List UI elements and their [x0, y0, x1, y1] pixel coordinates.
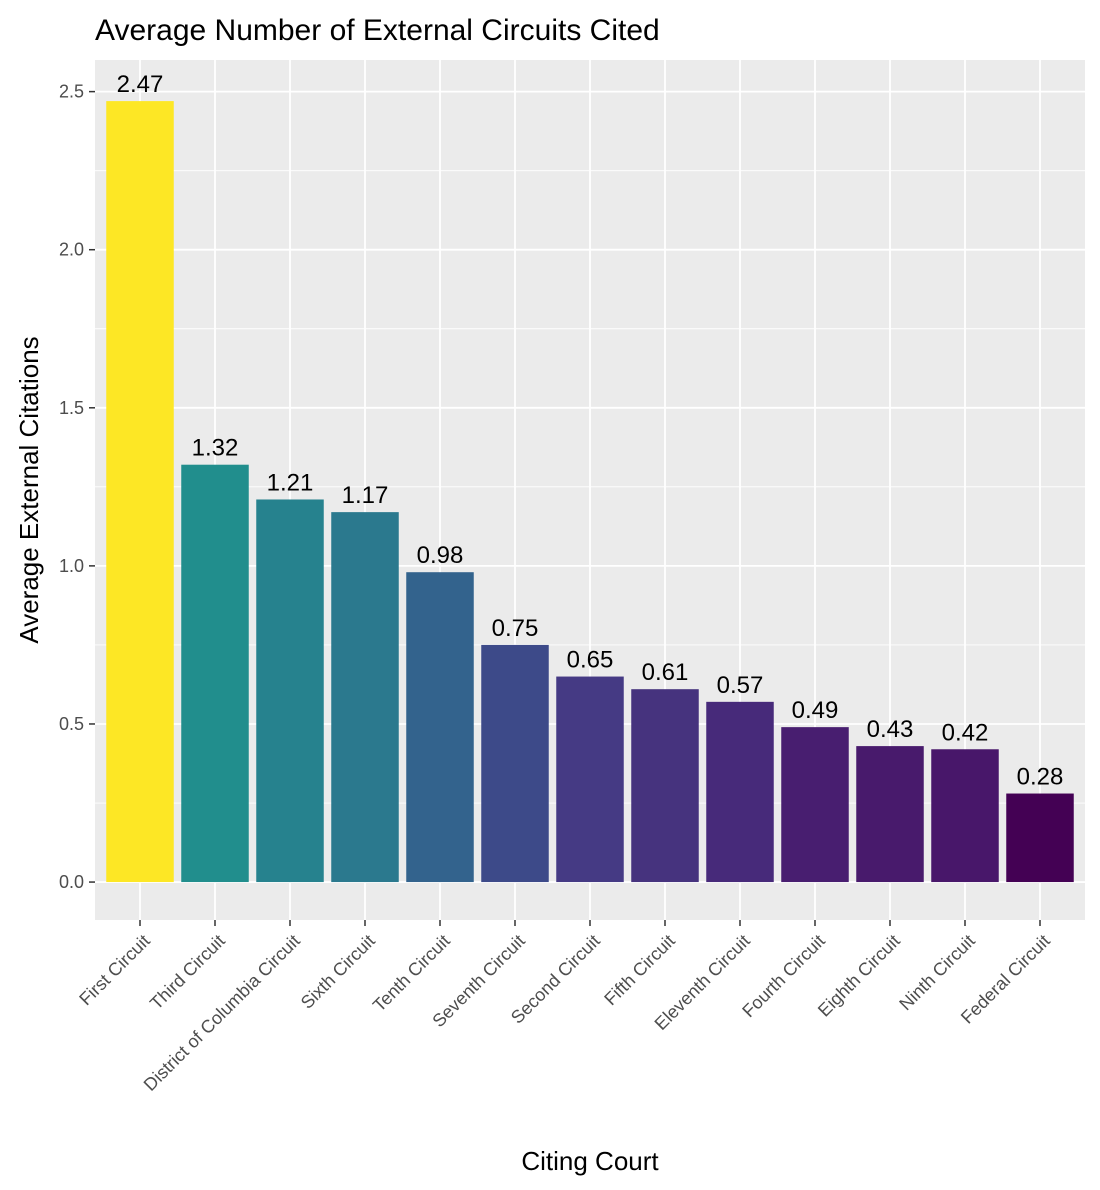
bar — [406, 572, 474, 883]
data-label: 1.21 — [267, 469, 314, 496]
chart-title: Average Number of External Circuits Cite… — [95, 14, 660, 47]
y-axis: 0.0 0.5 1.0 1.5 2.0 2.5 — [59, 82, 95, 892]
data-label: 0.61 — [642, 659, 689, 686]
data-label: 0.57 — [717, 672, 764, 699]
data-label: 0.43 — [867, 716, 914, 743]
bar — [931, 749, 999, 883]
x-tick-label: First Circuit — [75, 931, 153, 1009]
x-tick-label: Tenth Circuit — [369, 931, 454, 1016]
bar — [856, 746, 924, 883]
data-label: 0.49 — [792, 697, 839, 724]
y-tick-label: 2.5 — [59, 82, 84, 102]
data-label: 0.65 — [567, 647, 614, 674]
data-labels: 2.47 1.32 1.21 1.17 0.98 0.75 0.65 0.61 0.57 0.49… — [117, 71, 1064, 790]
data-label: 0.75 — [492, 615, 539, 642]
y-tick-label: 1.0 — [59, 556, 84, 576]
x-tick-label: Sixth Circuit — [297, 931, 379, 1013]
data-label: 1.32 — [192, 435, 239, 462]
y-axis-title: Average External Citations — [14, 336, 44, 643]
y-tick-label: 0.5 — [59, 714, 84, 734]
x-tick-label: Fifth Circuit — [600, 931, 678, 1009]
y-tick-label: 1.5 — [59, 398, 84, 418]
x-tick-label: Ninth Circuit — [895, 931, 978, 1014]
data-label: 0.42 — [942, 719, 989, 746]
y-tick-label: 0.0 — [59, 872, 84, 892]
bar — [706, 701, 774, 883]
bar — [631, 689, 699, 883]
data-label: 1.17 — [342, 482, 389, 509]
x-tick-label: Third Circuit — [146, 931, 229, 1014]
data-label: 2.47 — [117, 71, 164, 98]
bar — [781, 727, 849, 883]
bars — [106, 101, 1074, 883]
x-axis-title: Citing Court — [521, 1146, 659, 1176]
x-tick-label: District of Columbia Circuit — [140, 931, 304, 1095]
y-tick-label: 2.0 — [59, 240, 84, 260]
data-label: 0.98 — [417, 542, 464, 569]
bar — [481, 644, 549, 883]
bar — [1006, 793, 1074, 883]
data-label: 0.28 — [1017, 764, 1064, 791]
bar — [181, 464, 249, 883]
bar — [256, 499, 324, 883]
bar — [106, 101, 174, 883]
bar — [331, 512, 399, 883]
bar — [556, 676, 624, 883]
